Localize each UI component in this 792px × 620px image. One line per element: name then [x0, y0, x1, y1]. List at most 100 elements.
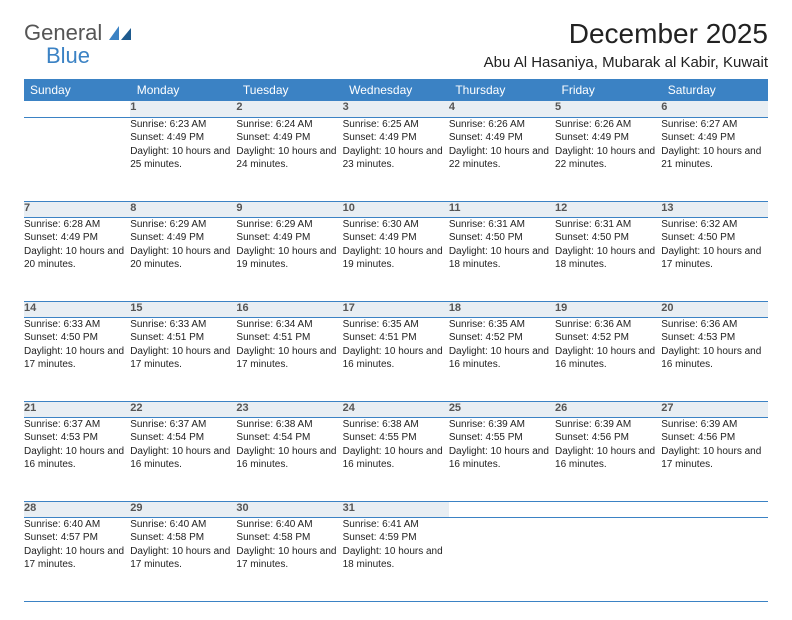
sunrise-text: Sunrise: 6:38 AM [343, 418, 449, 432]
sunset-text: Sunset: 4:58 PM [236, 531, 342, 545]
day-number-cell: 23 [236, 401, 342, 417]
daylight-text: Daylight: 10 hours and 20 minutes. [130, 245, 236, 272]
day-content-cell: Sunrise: 6:39 AMSunset: 4:56 PMDaylight:… [661, 417, 767, 501]
daylight-text: Daylight: 10 hours and 17 minutes. [236, 545, 342, 572]
sunrise-text: Sunrise: 6:37 AM [24, 418, 130, 432]
sunrise-text: Sunrise: 6:29 AM [236, 218, 342, 232]
day-content-cell: Sunrise: 6:26 AMSunset: 4:49 PMDaylight:… [449, 117, 555, 201]
day-number-cell: 24 [343, 401, 449, 417]
day-number-cell: 19 [555, 301, 661, 317]
sunset-text: Sunset: 4:49 PM [236, 131, 342, 145]
day-number-cell: 15 [130, 301, 236, 317]
day-content-cell: Sunrise: 6:38 AMSunset: 4:55 PMDaylight:… [343, 417, 449, 501]
daylight-text: Daylight: 10 hours and 18 minutes. [555, 245, 661, 272]
logo-word-2: Blue [24, 43, 90, 68]
sunrise-text: Sunrise: 6:39 AM [555, 418, 661, 432]
daylight-text: Daylight: 10 hours and 19 minutes. [343, 245, 449, 272]
day-number-cell: 18 [449, 301, 555, 317]
sunset-text: Sunset: 4:53 PM [24, 431, 130, 445]
location-text: Abu Al Hasaniya, Mubarak al Kabir, Kuwai… [484, 54, 768, 71]
sunrise-text: Sunrise: 6:33 AM [24, 318, 130, 332]
day-number-cell: 28 [24, 501, 130, 517]
sunset-text: Sunset: 4:49 PM [661, 131, 767, 145]
day-content-cell: Sunrise: 6:28 AMSunset: 4:49 PMDaylight:… [24, 217, 130, 301]
logo: General Blue [24, 18, 131, 68]
day-number-row: 28293031 [24, 501, 768, 517]
day-number-cell: 6 [661, 101, 767, 117]
day-content-cell: Sunrise: 6:40 AMSunset: 4:58 PMDaylight:… [236, 517, 342, 601]
sunrise-text: Sunrise: 6:39 AM [449, 418, 555, 432]
daylight-text: Daylight: 10 hours and 20 minutes. [24, 245, 130, 272]
day-content-cell: Sunrise: 6:25 AMSunset: 4:49 PMDaylight:… [343, 117, 449, 201]
sunset-text: Sunset: 4:51 PM [343, 331, 449, 345]
daylight-text: Daylight: 10 hours and 25 minutes. [130, 145, 236, 172]
day-content-cell: Sunrise: 6:23 AMSunset: 4:49 PMDaylight:… [130, 117, 236, 201]
sunrise-text: Sunrise: 6:32 AM [661, 218, 767, 232]
daylight-text: Daylight: 10 hours and 16 minutes. [449, 445, 555, 472]
day-content-cell: Sunrise: 6:33 AMSunset: 4:51 PMDaylight:… [130, 317, 236, 401]
sunrise-text: Sunrise: 6:30 AM [343, 218, 449, 232]
sunset-text: Sunset: 4:57 PM [24, 531, 130, 545]
daylight-text: Daylight: 10 hours and 18 minutes. [343, 545, 449, 572]
day-header: Saturday [661, 79, 767, 101]
logo-word-1: General [24, 20, 102, 45]
day-content-cell: Sunrise: 6:40 AMSunset: 4:57 PMDaylight:… [24, 517, 130, 601]
page-header: General Blue December 2025 Abu Al Hasani… [24, 18, 768, 71]
daylight-text: Daylight: 10 hours and 16 minutes. [343, 345, 449, 372]
sunset-text: Sunset: 4:54 PM [236, 431, 342, 445]
day-content-row: Sunrise: 6:40 AMSunset: 4:57 PM Daylight:… [24, 517, 768, 601]
calendar-table: Sunday Monday Tuesday Wednesday Thursday… [24, 79, 768, 602]
day-number-cell: 30 [236, 501, 342, 517]
daylight-text: Daylight: 10 hours and 16 minutes. [343, 445, 449, 472]
day-number-cell: 11 [449, 201, 555, 217]
sunrise-text: Sunrise: 6:40 AM [24, 518, 130, 532]
sunrise-text: Sunrise: 6:26 AM [555, 118, 661, 132]
daylight-text: Daylight: 10 hours and 17 minutes. [661, 445, 767, 472]
day-content-cell: Sunrise: 6:29 AMSunset: 4:49 PMDaylight:… [130, 217, 236, 301]
day-content-cell: Sunrise: 6:30 AMSunset: 4:49 PMDaylight:… [343, 217, 449, 301]
day-content-cell: Sunrise: 6:27 AMSunset: 4:49 PMDaylight:… [661, 117, 767, 201]
sunrise-text: Sunrise: 6:34 AM [236, 318, 342, 332]
day-content-cell: Sunrise: 6:37 AMSunset: 4:54 PMDaylight:… [130, 417, 236, 501]
day-number-row: 78910111213 [24, 201, 768, 217]
day-number-cell: 20 [661, 301, 767, 317]
day-number-cell [24, 101, 130, 117]
sunset-text: Sunset: 4:49 PM [236, 231, 342, 245]
sunset-text: Sunset: 4:51 PM [236, 331, 342, 345]
day-content-cell [555, 517, 661, 601]
day-content-row: Sunrise: 6:23 AMSunset: 4:49 PMDaylight:… [24, 117, 768, 201]
day-number-cell: 12 [555, 201, 661, 217]
day-number-row: 123456 [24, 101, 768, 117]
sunset-text: Sunset: 4:49 PM [130, 231, 236, 245]
sunset-text: Sunset: 4:54 PM [130, 431, 236, 445]
sunrise-text: Sunrise: 6:40 AM [130, 518, 236, 532]
day-content-cell: Sunrise: 6:41 AMSunset: 4:59 PMDaylight:… [343, 517, 449, 601]
day-content-cell: Sunrise: 6:29 AMSunset: 4:49 PMDaylight:… [236, 217, 342, 301]
sunset-text: Sunset: 4:49 PM [24, 231, 130, 245]
day-number-cell [555, 501, 661, 517]
daylight-text: Daylight: 10 hours and 18 minutes. [449, 245, 555, 272]
day-content-cell [24, 117, 130, 201]
sunset-text: Sunset: 4:50 PM [555, 231, 661, 245]
sunset-text: Sunset: 4:50 PM [449, 231, 555, 245]
sunset-text: Sunset: 4:58 PM [130, 531, 236, 545]
daylight-text: Daylight: 10 hours and 17 minutes. [130, 345, 236, 372]
daylight-text: Daylight: 10 hours and 16 minutes. [236, 445, 342, 472]
day-number-cell: 9 [236, 201, 342, 217]
day-number-cell: 25 [449, 401, 555, 417]
daylight-text: Daylight: 10 hours and 23 minutes. [343, 145, 449, 172]
sunrise-text: Sunrise: 6:24 AM [236, 118, 342, 132]
day-content-cell: Sunrise: 6:35 AMSunset: 4:51 PMDaylight:… [343, 317, 449, 401]
sunset-text: Sunset: 4:49 PM [343, 231, 449, 245]
sunset-text: Sunset: 4:53 PM [661, 331, 767, 345]
day-content-cell: Sunrise: 6:37 AMSunset: 4:53 PMDaylight:… [24, 417, 130, 501]
sunrise-text: Sunrise: 6:28 AM [24, 218, 130, 232]
sunrise-text: Sunrise: 6:23 AM [130, 118, 236, 132]
sunrise-text: Sunrise: 6:36 AM [661, 318, 767, 332]
day-content-cell: Sunrise: 6:24 AMSunset: 4:49 PMDaylight:… [236, 117, 342, 201]
day-number-cell: 16 [236, 301, 342, 317]
day-number-cell: 5 [555, 101, 661, 117]
day-content-cell: Sunrise: 6:31 AMSunset: 4:50 PMDaylight:… [449, 217, 555, 301]
logo-text: General Blue [24, 22, 131, 68]
day-number-cell: 14 [24, 301, 130, 317]
